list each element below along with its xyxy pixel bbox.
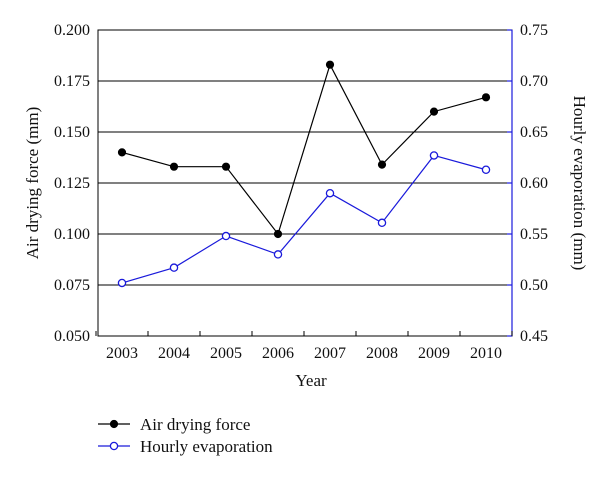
x-axis-title: Year — [295, 371, 327, 390]
x-tick-label: 2009 — [418, 345, 450, 362]
x-tick-label: 2008 — [366, 345, 398, 362]
left-y-tick-label: 0.175 — [54, 73, 90, 90]
x-ticks: 2003 2004 2005 2006 2007 2008 2009 2010 — [95, 331, 513, 362]
data-point-air-drying-force — [273, 229, 283, 239]
x-tick-label: 2004 — [158, 345, 190, 362]
data-point-air-drying-force — [169, 162, 179, 171]
left-y-ticks: 0.050 0.075 0.100 0.125 0.150 0.175 0.200 — [54, 22, 103, 345]
left-y-tick-label: 0.050 — [54, 328, 90, 345]
legend-item-air-drying-force: Air drying force — [98, 415, 250, 434]
x-tick-label: 2010 — [470, 345, 502, 362]
right-y-tick-label: 0.45 — [520, 328, 548, 345]
right-y-tick-label: 0.55 — [520, 226, 548, 243]
right-y-tick-label: 0.75 — [520, 22, 548, 39]
legend-marker-hourly-evaporation — [109, 441, 119, 451]
left-y-tick-label: 0.100 — [54, 226, 90, 243]
legend: Air drying force Hourly evaporation — [98, 415, 273, 456]
left-y-tick-label: 0.200 — [54, 22, 90, 39]
series-line-air-drying-force — [121, 63, 487, 236]
data-point-air-drying-force — [429, 107, 439, 116]
legend-label-hourly-evaporation: Hourly evaporation — [140, 437, 273, 456]
right-y-tick-label: 0.50 — [520, 277, 548, 294]
data-point-air-drying-force — [481, 93, 491, 102]
x-tick-label: 2007 — [314, 345, 346, 362]
data-point-hourly-evaporation — [273, 250, 283, 259]
legend-item-hourly-evaporation: Hourly evaporation — [98, 437, 273, 456]
legend-label-air-drying-force: Air drying force — [140, 415, 250, 434]
data-point-air-drying-force — [377, 160, 387, 169]
left-y-tick-label: 0.075 — [54, 277, 90, 294]
right-y-tick-label: 0.70 — [520, 73, 548, 90]
right-y-tick-label: 0.60 — [520, 175, 548, 192]
x-tick-label: 2003 — [106, 345, 138, 362]
data-point-hourly-evaporation — [117, 278, 127, 288]
right-y-axis-title: Hourly evaporation (mm) — [570, 96, 589, 271]
left-y-tick-label: 0.150 — [54, 124, 90, 141]
data-point-air-drying-force — [221, 162, 231, 171]
series-layer — [117, 60, 491, 288]
right-y-tick-label: 0.65 — [520, 124, 548, 141]
left-y-axis-title: Air drying force (mm) — [23, 107, 42, 259]
gridlines — [98, 80, 512, 286]
left-y-tick-label: 0.125 — [54, 175, 90, 192]
data-point-hourly-evaporation — [481, 165, 491, 174]
right-y-ticks: 0.45 0.50 0.55 0.60 0.65 0.70 0.75 — [507, 22, 548, 345]
series-line-hourly-evaporation — [121, 154, 487, 284]
data-point-hourly-evaporation — [169, 263, 179, 272]
x-tick-label: 2006 — [262, 345, 294, 362]
x-tick-label: 2005 — [210, 345, 242, 362]
data-point-hourly-evaporation — [221, 231, 231, 241]
data-point-hourly-evaporation — [325, 188, 335, 198]
data-point-hourly-evaporation — [429, 151, 439, 160]
data-point-hourly-evaporation — [377, 218, 387, 228]
data-point-air-drying-force — [325, 60, 335, 69]
legend-marker-air-drying-force — [109, 419, 119, 429]
data-point-air-drying-force — [117, 148, 127, 157]
